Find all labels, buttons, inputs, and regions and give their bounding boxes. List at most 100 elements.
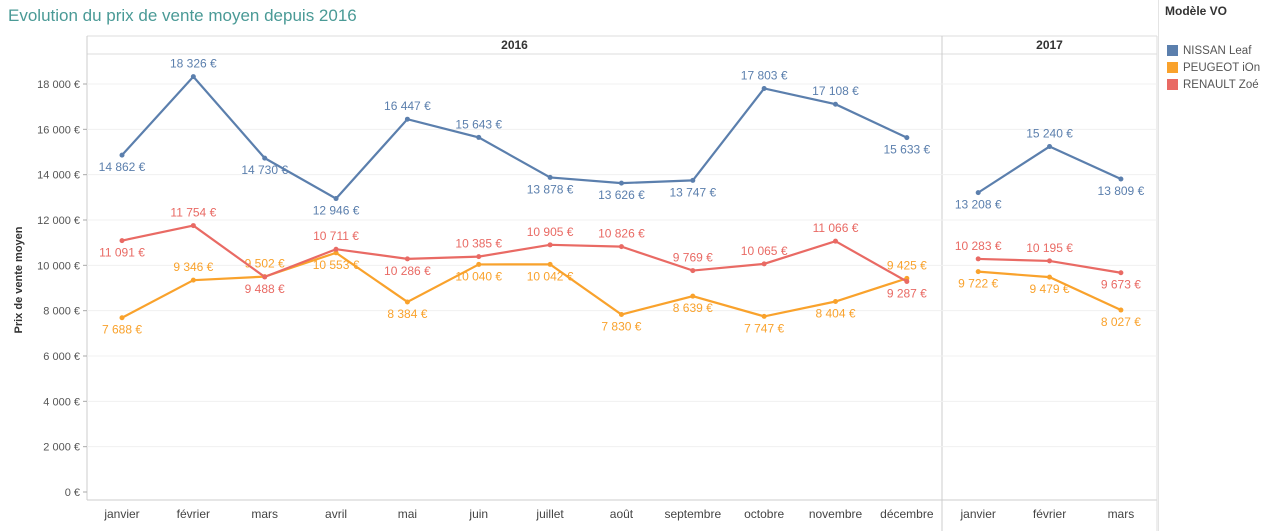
data-point [547,242,553,248]
x-tick-label: janvier [103,507,139,521]
data-label: 9 287 € [887,286,927,300]
data-point [618,312,624,318]
data-label: 14 862 € [99,160,146,174]
data-label: 10 283 € [955,239,1002,253]
data-point [761,261,767,267]
data-point [833,101,838,107]
data-label: 10 905 € [527,225,574,239]
data-point [975,269,981,275]
data-label: 10 040 € [455,269,502,283]
data-label: 10 195 € [1026,241,1073,255]
data-label: 8 639 € [673,301,713,315]
legend-label: PEUGEOT iOn [1183,61,1261,74]
data-label: 9 502 € [245,257,285,271]
data-point [975,256,981,262]
data-point [833,299,838,305]
y-tick-label: 8 000 € [43,306,80,318]
data-label: 15 240 € [1026,127,1073,141]
data-label: 17 803 € [741,68,788,82]
data-label: 9 722 € [958,277,998,291]
data-point [690,268,696,274]
data-label: 10 385 € [455,237,502,251]
data-point [1047,258,1053,264]
data-point [404,256,410,262]
data-point [975,190,981,196]
y-tick-label: 14 000 € [37,170,80,182]
data-point [904,135,910,141]
series-line-peugeot-ion [121,251,908,319]
data-point [476,261,482,267]
data-point [119,315,125,321]
legend-swatch [1167,79,1178,90]
data-label: 11 091 € [99,246,145,260]
y-tick-label: 2 000 € [43,442,80,454]
data-point [190,223,196,229]
data-label: 15 633 € [883,143,930,157]
y-tick-label: 4 000 € [43,396,80,408]
data-point [404,116,410,122]
legend: Modèle VO NISSAN Leaf PEUGEOT iOn RENAULT … [1158,0,1280,531]
data-label: 13 809 € [1098,184,1145,198]
data-point [1047,274,1053,280]
data-label: 16 447 € [384,99,431,113]
data-point [833,238,838,244]
y-tick-label: 18 000 € [37,79,80,91]
x-tick-label: novembre [809,507,863,521]
data-point [547,174,553,180]
legend-label: NISSAN Leaf [1183,44,1252,57]
data-point [1047,144,1053,150]
legend-item[interactable]: NISSAN Leaf [1167,42,1280,59]
data-label: 15 643 € [455,117,502,131]
x-tick-label: mai [398,507,417,521]
year-header-2017: 2017 [1036,38,1063,52]
data-label: 12 946 € [313,204,360,218]
x-tick-label: février [177,507,210,521]
data-point [333,246,339,252]
data-point [404,299,410,305]
data-point [119,238,125,244]
data-label: 9 488 € [245,282,285,296]
data-label: 17 108 € [812,84,859,98]
x-tick-label: août [610,507,634,521]
data-label: 11 754 € [170,206,216,220]
data-label: 10 553 € [313,258,360,272]
x-tick-label: février [1033,507,1066,521]
data-point [333,250,339,256]
data-point [262,155,268,161]
x-tick-label: janvier [960,507,996,521]
data-label: 8 027 € [1101,315,1141,329]
x-tick-label: mars [251,507,278,521]
x-tick-label: mars [1108,507,1135,521]
data-label: 14 730 € [241,163,288,177]
legend-item[interactable]: RENAULT Zoé [1167,76,1280,93]
series-line-renault-zoé [121,224,908,283]
x-tick-label: juin [468,507,488,521]
data-point [262,274,268,280]
data-point [547,261,553,267]
x-tick-label: juillet [535,507,564,521]
legend-title: Modèle VO [1165,4,1228,18]
x-tick-label: décembre [880,507,934,521]
data-point [476,254,482,260]
line-chart: 2016 2017 0 € 2 000 € 4 000 € 6 000 € 8 000 € 1… [13,35,1158,531]
data-label: 13 626 € [598,188,645,202]
data-point [190,277,196,283]
legend-item[interactable]: PEUGEOT iOn [1167,59,1280,76]
data-label: 10 286 € [384,264,431,278]
data-label: 9 769 € [673,251,713,265]
data-point [1118,176,1124,182]
data-label: 7 747 € [744,321,784,335]
data-label: 13 747 € [669,185,716,199]
y-axis-title: Prix de vente moyen [13,226,25,333]
data-point [333,196,339,202]
y-tick-label: 12 000 € [37,215,80,227]
data-label: 9 673 € [1101,278,1141,292]
data-label: 8 384 € [387,307,427,321]
x-tick-label: avril [325,507,347,521]
data-label: 8 404 € [815,307,855,321]
legend-swatch [1167,45,1178,56]
data-label: 11 066 € [813,221,859,235]
data-label: 9 479 € [1030,282,1070,296]
data-point [761,313,767,319]
year-header-2016: 2016 [501,38,528,52]
